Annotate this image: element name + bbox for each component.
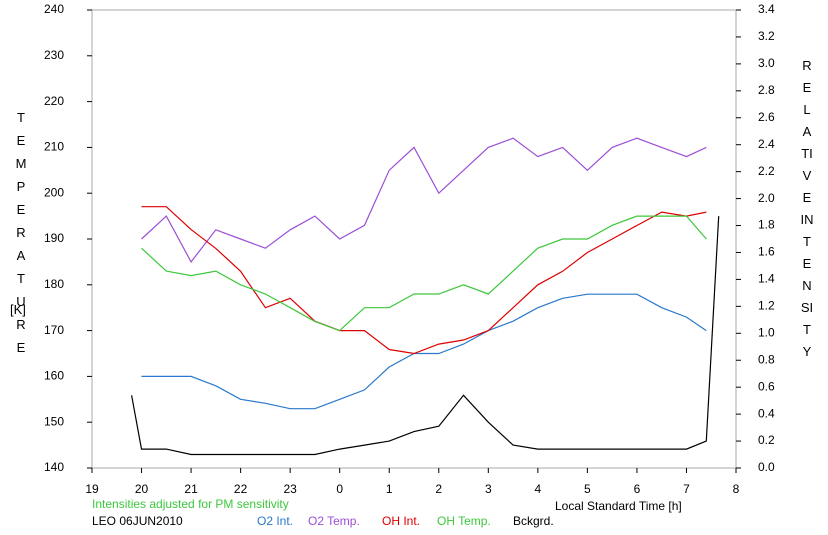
x-tick-label: 23 xyxy=(283,482,297,496)
y2-tick-label: 2.6 xyxy=(758,110,775,124)
x-tick-label: 5 xyxy=(584,482,591,496)
x-tick-label: 2 xyxy=(435,482,442,496)
y-axis-unit: [K] xyxy=(10,302,26,317)
y2-tick-label: 0.2 xyxy=(758,433,775,447)
y2-tick-label: 0.0 xyxy=(758,460,775,474)
annotation: Intensities adjusted for PM sensitivity xyxy=(92,497,289,511)
x-tick-label: 8 xyxy=(733,482,740,496)
legend-entry: Bckgrd. xyxy=(513,514,554,528)
y2-tick-label: 0.4 xyxy=(758,406,775,420)
y2-tick-label: 1.6 xyxy=(758,245,775,259)
x-tick-label: 4 xyxy=(535,482,542,496)
y2-tick-label: 3.0 xyxy=(758,56,775,70)
y2-axis-label: RELATIVE INTENSITY xyxy=(800,58,814,359)
x-tick-label: 0 xyxy=(336,482,343,496)
y2-tick-label: 0.6 xyxy=(758,379,775,393)
y-tick-label: 140 xyxy=(44,460,64,474)
y-tick-label: 240 xyxy=(44,2,64,16)
annotation: LEO 06JUN2010 xyxy=(92,514,183,528)
legend-entry: O2 Temp. xyxy=(308,514,360,528)
x-axis-label: Local Standard Time [h] xyxy=(555,499,682,513)
y-tick-label: 150 xyxy=(44,414,64,428)
x-tick-label: 3 xyxy=(485,482,492,496)
legend-entry: OH Temp. xyxy=(437,514,491,528)
y2-tick-label: 1.4 xyxy=(758,272,775,286)
y2-tick-label: 1.0 xyxy=(758,325,775,339)
y-tick-label: 230 xyxy=(44,48,64,62)
y-tick-label: 200 xyxy=(44,185,64,199)
x-tick-label: 1 xyxy=(386,482,393,496)
y2-tick-label: 2.0 xyxy=(758,191,775,205)
y-axis-label: TEMPERATURE xyxy=(15,110,27,355)
x-tick-label: 21 xyxy=(184,482,198,496)
plot-frame xyxy=(91,9,737,469)
y-tick-label: 190 xyxy=(44,231,64,245)
series-line xyxy=(141,206,707,355)
legend-entry: OH Int. xyxy=(382,514,420,528)
y-tick-label: 210 xyxy=(44,140,64,154)
y2-tick-label: 3.2 xyxy=(758,29,775,43)
y2-tick-label: 3.4 xyxy=(758,2,775,16)
series-line xyxy=(141,137,707,263)
y-tick-label: 220 xyxy=(44,94,64,108)
y2-tick-label: 2.2 xyxy=(758,164,775,178)
series-line xyxy=(141,293,707,410)
x-tick-label: 20 xyxy=(135,482,149,496)
y2-tick-label: 2.8 xyxy=(758,83,775,97)
legend-entry: O2 Int. xyxy=(257,514,293,528)
x-tick-label: 6 xyxy=(634,482,641,496)
y2-tick-label: 1.8 xyxy=(758,218,775,232)
series-line xyxy=(141,215,707,332)
y-tick-label: 160 xyxy=(44,369,64,383)
y2-tick-label: 2.4 xyxy=(758,137,775,151)
x-tick-label: 7 xyxy=(683,482,690,496)
x-tick-label: 19 xyxy=(85,482,99,496)
y2-tick-label: 1.2 xyxy=(758,299,775,313)
series-line xyxy=(131,216,720,456)
y-tick-label: 180 xyxy=(44,277,64,291)
x-tick-label: 22 xyxy=(234,482,248,496)
y2-tick-label: 0.8 xyxy=(758,352,775,366)
y-tick-label: 170 xyxy=(44,323,64,337)
